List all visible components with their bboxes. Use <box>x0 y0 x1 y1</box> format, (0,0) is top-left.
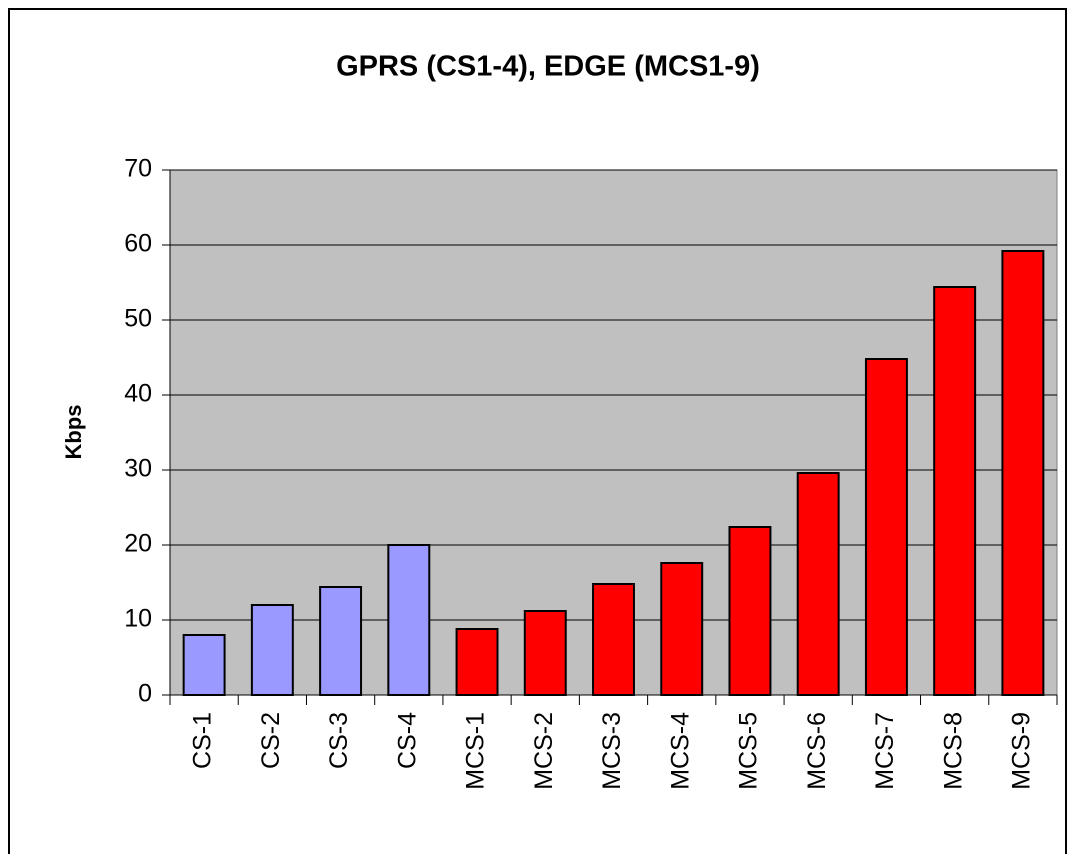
chart-title: GPRS (CS1-4), EDGE (MCS1-9) <box>336 51 760 83</box>
bar <box>592 583 635 696</box>
y-tick-label: 40 <box>124 380 152 408</box>
y-tick-label: 10 <box>124 605 152 633</box>
bar <box>319 586 363 696</box>
x-tick-label: CS-1 <box>189 712 217 769</box>
y-tick-label: 20 <box>124 530 152 558</box>
bar <box>796 472 840 696</box>
bar <box>455 628 499 696</box>
x-tick-label: MCS-6 <box>803 712 831 790</box>
bar <box>933 286 977 696</box>
bar <box>864 358 908 696</box>
y-tick-label: 60 <box>124 230 152 258</box>
y-tick-label: 50 <box>124 305 152 333</box>
x-tick-label: MCS-4 <box>666 712 694 790</box>
bar <box>660 562 704 696</box>
x-tick-label: CS-3 <box>325 712 353 769</box>
x-tick-label: MCS-3 <box>598 712 626 790</box>
bar <box>250 604 294 696</box>
x-tick-label: MCS-8 <box>939 712 967 790</box>
bar <box>1001 250 1045 696</box>
x-tick-label: MCS-5 <box>735 712 763 790</box>
x-tick-label: MCS-2 <box>530 712 558 790</box>
x-tick-label: MCS-9 <box>1007 712 1035 790</box>
x-tick-label: CS-2 <box>257 712 285 769</box>
y-tick-label: 70 <box>124 155 152 183</box>
x-tick-label: CS-4 <box>393 712 421 769</box>
bar <box>728 526 772 696</box>
bar <box>523 610 567 696</box>
bar <box>182 634 226 696</box>
bar <box>387 544 431 696</box>
x-tick-label: MCS-7 <box>871 712 899 790</box>
y-tick-label: 30 <box>124 455 152 483</box>
y-axis-label: Kbps <box>61 405 86 460</box>
y-tick-label: 0 <box>138 680 152 708</box>
x-tick-label: MCS-1 <box>462 712 490 790</box>
